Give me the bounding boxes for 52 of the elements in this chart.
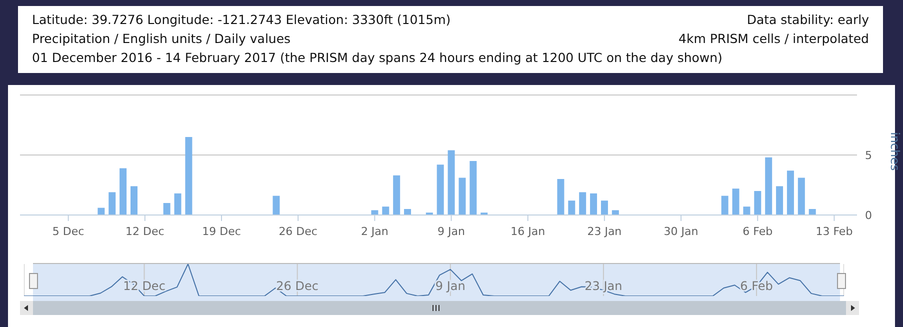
bar [404,209,412,215]
bar [721,196,728,215]
bar [174,193,182,215]
bar [448,150,455,215]
bar [798,178,805,215]
bar [108,192,116,215]
bar [371,210,378,215]
bar [754,191,762,215]
x-tick-label: 9 Jan [435,279,466,293]
x-tick-label: 19 Dec [202,225,241,238]
bar [600,200,608,215]
text: 01 December 2016 - 14 February 2017 (the PRISM day spans 24 hours ending at 1200 UTC on the day shown) [32,49,722,67]
bar [808,209,816,215]
x-tick-label: 6 Feb [742,225,773,238]
bar [393,175,400,215]
bar [765,157,772,215]
bar [382,206,390,215]
text: 4km PRISM cells / interpolated [678,30,869,48]
x-tick-label: 9 Jan [438,225,466,238]
x-tick-label: 12 Dec [126,225,164,238]
bar [743,206,750,215]
x-tick-label: 13 Feb [816,225,853,238]
bar [612,210,619,215]
bar [568,200,576,215]
x-tick-label: 16 Jan [510,225,546,238]
bar [776,186,784,215]
bar [272,196,280,215]
bar [732,188,740,215]
text: Data stability: early [746,11,869,29]
bar [436,164,444,215]
bar [470,161,477,215]
y-axis-title: inches [888,132,902,171]
y-tick-label: 5 [865,148,872,162]
bar [786,170,794,215]
bar [98,208,105,215]
bar [590,193,598,215]
bar [130,186,138,215]
x-tick-label: 30 Jan [664,225,698,238]
bar [185,137,192,215]
x-tick-label: 5 Dec [52,225,84,238]
x-tick-label: 26 Dec [276,279,318,293]
bar [579,192,586,215]
chart-subtitle: Precipitation / English units / Daily values [32,31,291,46]
x-tick-label: 23 Jan [587,225,622,238]
y-tick-label: 0 [865,208,872,222]
bar [557,179,564,215]
x-tick-label: 26 Dec [278,225,318,238]
chart-title: Latitude: 39.7276 Longitude: -121.2743 Elevation: 3330ft (1015m) [32,11,452,29]
bar [163,203,170,215]
bar [458,178,466,215]
bar [120,168,127,215]
x-tick-label: 2 Jan [360,225,388,238]
